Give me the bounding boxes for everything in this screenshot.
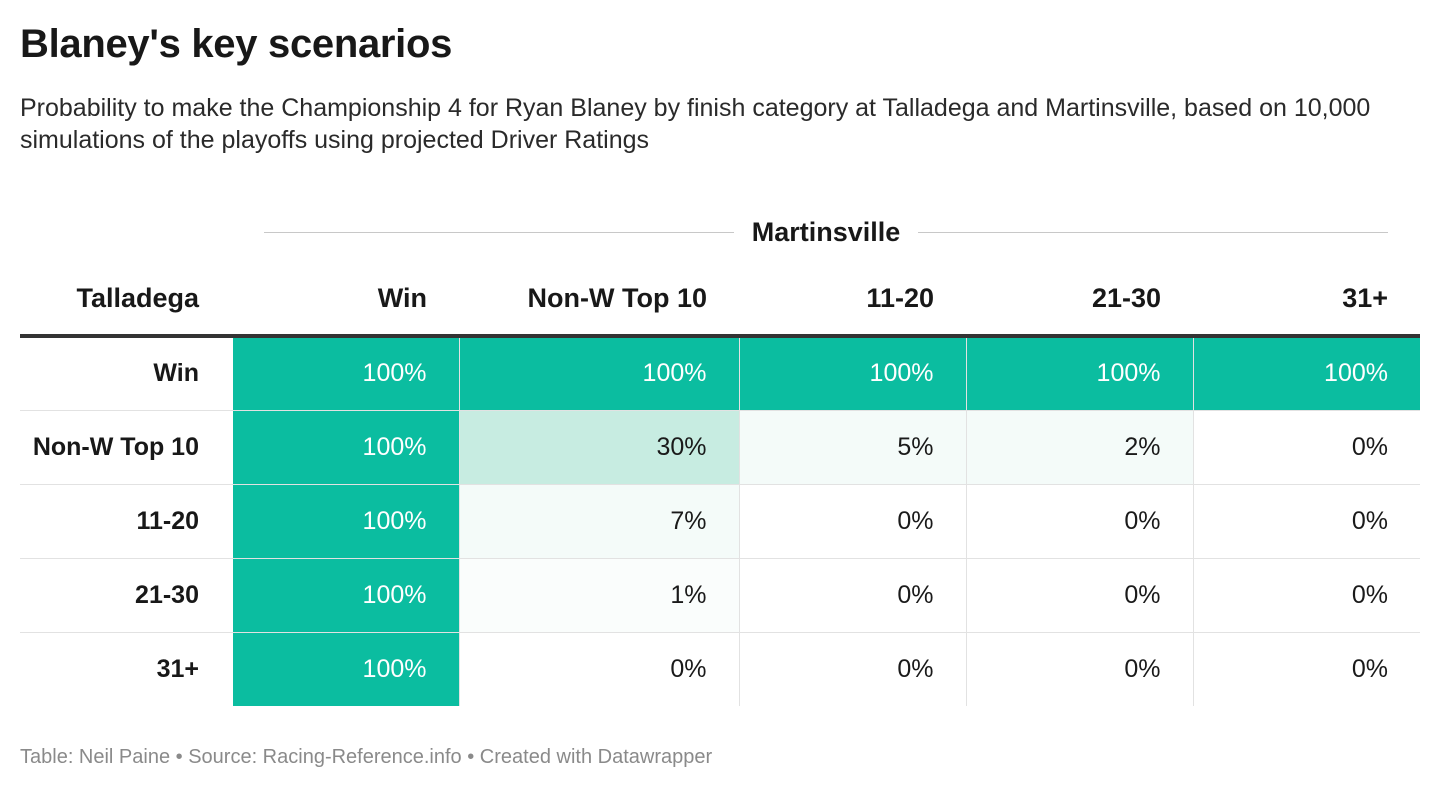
column-header: 11-20	[739, 262, 966, 338]
table-cell: 100%	[233, 632, 459, 706]
group-divider-right	[918, 231, 1388, 233]
table-cell: 2%	[965, 410, 1193, 485]
row-label: 31+	[156, 654, 199, 683]
table-cell: 0%	[738, 632, 966, 706]
table-cell: 30%	[458, 410, 739, 485]
row-label: 11-20	[20, 484, 233, 559]
column-header: 21-30	[966, 262, 1193, 338]
table-cell: 0%	[1192, 484, 1420, 559]
column-header: 31+	[1193, 262, 1420, 338]
table-cell: 0%	[965, 632, 1193, 706]
row-label: 21-30	[20, 558, 233, 633]
chart-footer: Table: Neil Paine • Source: Racing-Refer…	[20, 746, 713, 768]
table-header-row: Talladega Win Non-W Top 10 11-20 21-30 3…	[20, 262, 1420, 338]
column-header: Non-W Top 10	[459, 262, 739, 338]
table-cell: 5%	[738, 410, 966, 485]
table-cell: 0%	[1192, 410, 1420, 485]
scenario-table: Talladega Win Non-W Top 10 11-20 21-30 3…	[20, 262, 1420, 706]
table-cell: 0%	[965, 484, 1193, 559]
table-row: 21-30 100% 1% 0% 0% 0%	[20, 558, 1420, 633]
column-group-label: Martinsville	[751, 216, 901, 247]
row-label: Win	[20, 336, 233, 411]
table-row: 31+ 100% 0% 0% 0% 0%	[20, 632, 1420, 706]
table-row: 11-20 100% 7% 0% 0% 0%	[20, 484, 1420, 559]
table-row: Non-W Top 10 100% 30% 5% 2% 0%	[20, 410, 1420, 485]
table-cell: 100%	[233, 484, 459, 559]
table-cell: 0%	[1192, 632, 1420, 706]
table-cell: 100%	[233, 336, 459, 411]
table-cell: 100%	[458, 336, 739, 411]
column-group-header: Martinsville	[264, 212, 1388, 252]
table-cell: 100%	[738, 336, 966, 411]
chart-title: Blaney's key scenarios	[20, 22, 453, 66]
table-cell: 7%	[458, 484, 739, 559]
group-divider-left	[264, 231, 734, 233]
row-label: Non-W Top 10	[20, 410, 233, 485]
table-cell: 100%	[233, 558, 459, 633]
table-cell: 0%	[1192, 558, 1420, 633]
column-header: Win	[233, 262, 459, 338]
table-cell: 0%	[738, 484, 966, 559]
chart-subtitle: Probability to make the Championship 4 f…	[20, 94, 1371, 154]
table-cell: 100%	[1192, 336, 1420, 411]
table-cell: 0%	[458, 632, 739, 706]
table-cell: 100%	[965, 336, 1193, 411]
table-cell: 0%	[965, 558, 1193, 633]
table-cell: 0%	[738, 558, 966, 633]
table-cell: 100%	[233, 410, 459, 485]
row-header-label: Talladega	[20, 262, 233, 338]
table-cell: 1%	[458, 558, 739, 633]
table-row: Win 100% 100% 100% 100% 100%	[20, 336, 1420, 411]
